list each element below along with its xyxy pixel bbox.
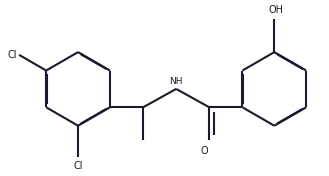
Text: NH: NH [169, 77, 183, 86]
Text: Cl: Cl [73, 161, 83, 171]
Text: OH: OH [269, 5, 284, 15]
Text: O: O [200, 146, 208, 156]
Text: Cl: Cl [7, 50, 16, 60]
